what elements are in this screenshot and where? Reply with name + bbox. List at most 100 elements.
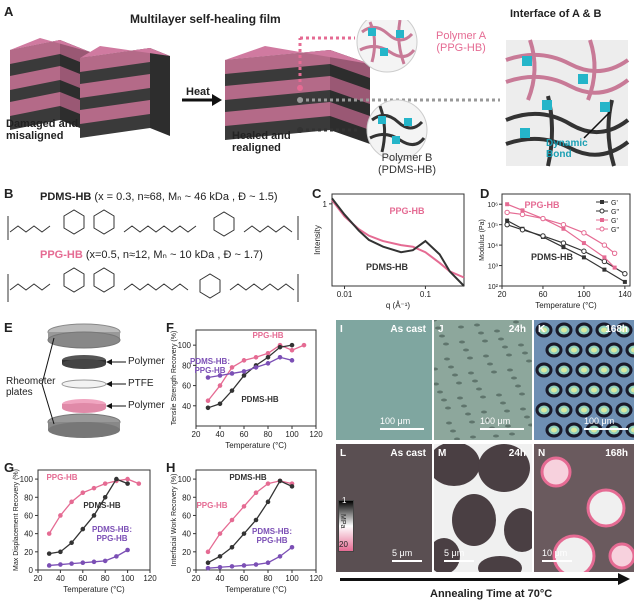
- x-tick-label: 0.01: [337, 290, 353, 299]
- y-axis-label: Modulus (Pa): [479, 219, 486, 261]
- y-tick-label: 40: [182, 530, 191, 539]
- ppg-structure: [7, 267, 299, 302]
- data-point: [217, 531, 223, 536]
- y-tick-label: 60: [182, 511, 191, 520]
- scale-bar: [380, 428, 424, 430]
- y-tick-label: 10⁶: [487, 202, 498, 209]
- heat-label: Heat: [186, 86, 210, 98]
- polymer-a-label: Polymer A (PPG-HB): [436, 30, 487, 54]
- y-tick-label: 100: [178, 341, 192, 350]
- y-axis-label: Tensile Strength Recovery (%): [171, 331, 178, 426]
- y-tick-label: 100: [178, 475, 192, 484]
- micrograph-k-scale: 100 μm: [584, 416, 615, 426]
- panel-label-j: J: [438, 324, 444, 335]
- data-point: [114, 476, 119, 482]
- chart-d: 20 60 100 140 10² 10³ 10⁴ 10⁵ 10⁶ Temperature (°C…: [479, 193, 632, 310]
- data-point: [217, 401, 223, 407]
- data-point: [277, 554, 283, 559]
- panel-label-h: H: [166, 460, 176, 475]
- y-tick-label: 1: [323, 200, 328, 209]
- plot-frame: [195, 469, 317, 571]
- x-tick-label: 100: [285, 574, 299, 583]
- data-point: [241, 369, 247, 374]
- ppg-formula-title: PPG-HB (x=0.5, n≈12, Mₙ ~ 10 kDa , Đ ~ 1…: [40, 248, 263, 261]
- data-point: [601, 258, 608, 265]
- scale-bar: [542, 560, 572, 562]
- data-point: [265, 361, 271, 366]
- y-tick-label: 60: [24, 511, 33, 520]
- damaged-film: [10, 38, 170, 138]
- micrograph-l-label: As cast: [390, 448, 426, 459]
- y-tick-label: 40: [182, 402, 191, 411]
- y-tick-label: 20: [182, 548, 191, 557]
- data-point: [289, 484, 295, 489]
- data-point: [205, 549, 211, 555]
- data-point: [505, 218, 510, 223]
- data-point: [114, 554, 119, 559]
- series-label: PPG-HB: [194, 366, 225, 375]
- micrograph-l-scale: 5 μm: [392, 548, 413, 558]
- legend-entry: G': [611, 200, 618, 207]
- data-point: [581, 241, 586, 246]
- data-point: [241, 373, 247, 378]
- series-line: [207, 480, 293, 564]
- data-point: [229, 517, 235, 523]
- x-axis-label: q (Å⁻¹): [386, 301, 411, 310]
- data-point: [289, 544, 295, 550]
- polymer-b-network: [366, 99, 428, 161]
- data-point: [540, 215, 546, 222]
- panel-label-f: F: [166, 320, 174, 335]
- data-point: [253, 354, 259, 360]
- x-tick-label: 120: [309, 574, 323, 583]
- x-tick-label: 60: [539, 290, 548, 299]
- series-label: PPG-HB: [196, 501, 227, 510]
- panel-label-l: L: [340, 448, 347, 459]
- pdms-structure: [7, 209, 299, 240]
- healed-label: Healed and realigned: [232, 130, 291, 154]
- data-point: [602, 255, 607, 260]
- series-label: PPG-HB: [256, 536, 287, 545]
- data-point: [46, 531, 52, 536]
- stiffness-colorbar: [338, 500, 354, 552]
- y-tick-label: 10³: [488, 264, 499, 271]
- micrograph-m-texture: [434, 444, 532, 572]
- data-point: [561, 245, 566, 250]
- data-point: [241, 531, 247, 536]
- series-label: PDMS-HB: [229, 473, 267, 482]
- data-point: [46, 551, 52, 556]
- data-point: [102, 481, 108, 486]
- interface-title: Interface of A & B: [510, 8, 602, 20]
- data-point: [125, 476, 130, 482]
- data-point: [102, 494, 108, 500]
- scale-bar: [480, 428, 524, 430]
- panel-label-b: B: [4, 186, 14, 201]
- data-point: [253, 562, 259, 567]
- data-point: [519, 211, 526, 218]
- y-axis-label: Intensity: [313, 225, 322, 255]
- legend-entry: G": [611, 209, 619, 216]
- pdms-formula-title: PDMS-HB (x = 0.3, n≈68, Mₙ ~ 46 kDa , Đ …: [40, 190, 278, 203]
- scale-bar: [584, 428, 628, 430]
- series-label: PDMS-HB:: [190, 357, 230, 366]
- data-point: [253, 517, 259, 523]
- micrograph-m-label: 24h: [508, 448, 526, 459]
- series-label: PDMS-HB:: [92, 525, 132, 534]
- legend-entry: G": [611, 227, 619, 234]
- polymer-b-label: Polymer B (PDMS-HB): [378, 152, 437, 176]
- data-point: [91, 485, 97, 491]
- data-point: [80, 560, 86, 566]
- series-label: PPG-HB: [524, 200, 560, 210]
- panel-label-m: M: [438, 448, 447, 459]
- polymer-top-label: Polymer: [128, 356, 165, 367]
- data-point: [205, 560, 211, 566]
- x-tick-label: 80: [101, 574, 110, 583]
- plot-frame: [195, 329, 317, 427]
- x-axis-label: Temperature (°C): [63, 585, 125, 594]
- data-point: [69, 540, 74, 546]
- panel-label-n: N: [538, 448, 546, 459]
- x-tick-label: 20: [34, 574, 43, 583]
- series-label: PDMS-HB: [531, 252, 573, 262]
- data-point: [91, 559, 97, 565]
- data-point: [136, 481, 142, 486]
- series-line: [49, 478, 128, 555]
